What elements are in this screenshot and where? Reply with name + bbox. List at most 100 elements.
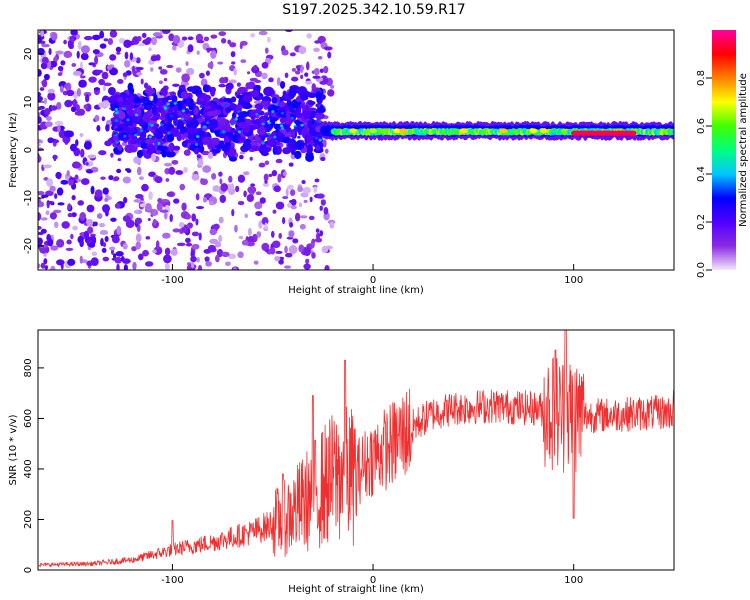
- spectrogram-scatter-blob: [38, 190, 45, 196]
- spectrogram-band-speckle: [123, 134, 127, 138]
- spectrogram-band-blob: [234, 130, 240, 140]
- spectrogram-scatter-blob: [268, 77, 274, 83]
- spectrogram-scatter-blob: [289, 189, 296, 196]
- spectrogram-scatter-blob: [198, 232, 202, 241]
- spectrogram-ytick-label: -20: [23, 238, 34, 254]
- colorbar-ticks: 0.0 0.2 0.4 0.6 0.8: [696, 70, 712, 278]
- spectrogram-scatter-blob: [98, 78, 105, 86]
- spectrogram-band-blob: [160, 87, 168, 96]
- spectrogram-band-speckle: [300, 123, 304, 127]
- spectrogram-scatter-blob: [135, 241, 141, 250]
- spectrogram-scatter-blob: [67, 258, 76, 266]
- spectrogram-scatter-blob: [253, 100, 263, 105]
- spectrogram-scatter-blob: [110, 217, 117, 222]
- spectrogram-scatter-blob: [258, 220, 263, 229]
- spectrogram-band-blob: [118, 110, 126, 120]
- spectrogram-scatter-blob: [253, 260, 259, 265]
- spectrogram-band-blob: [216, 109, 222, 115]
- spectrogram-band-speckle: [267, 121, 271, 125]
- spectrogram-band-speckle: [167, 131, 171, 135]
- spectrogram-scatter-blob: [43, 258, 48, 265]
- spectrogram-scatter-blob: [55, 50, 64, 55]
- spectrogram-scatter-blob: [187, 36, 194, 41]
- spectrogram-scatter-blob: [254, 79, 262, 84]
- spectrogram-scatter-blob: [205, 70, 210, 76]
- spectrogram-scatter-blob: [218, 171, 223, 177]
- spectrogram-scatter-blob: [38, 143, 41, 147]
- spectrogram-scatter-blob: [289, 221, 294, 228]
- spectrogram-band-speckle: [173, 101, 177, 105]
- spectrogram-scatter-blob: [276, 77, 281, 86]
- spectrogram-scatter-blob: [219, 178, 223, 185]
- spectrogram-scatter-blob: [198, 72, 205, 79]
- spectrogram-scatter-blob: [200, 178, 209, 186]
- spectrogram-scatter-blob: [115, 251, 124, 257]
- spectrogram-ytick-label: 10: [23, 96, 34, 109]
- spectrogram-band-blob: [186, 127, 198, 134]
- spectrogram-band-blob: [315, 145, 321, 151]
- spectrogram-scatter-blob: [49, 212, 57, 220]
- spectrogram-scatter-blob: [38, 153, 41, 163]
- spectrogram-scatter-blob: [207, 244, 216, 252]
- spectrogram-band-blob: [230, 96, 237, 103]
- spectrogram-scatter-blob: [278, 232, 283, 239]
- spectrogram-scatter-blob: [66, 239, 72, 245]
- spectrogram-scatter-blob: [309, 196, 313, 203]
- colorbar-label: Normalized spectral amplitude: [738, 73, 749, 227]
- spectrogram-scatter-blob: [123, 196, 128, 204]
- spectrogram-scatter-blob: [183, 149, 191, 156]
- spectrogram-band-blob: [180, 91, 189, 99]
- spectrogram-band-speckle: [113, 122, 117, 125]
- spectrogram-scatter-blob: [139, 203, 146, 208]
- spectrogram-scatter-blob: [79, 212, 87, 221]
- spectrogram-band-blob: [112, 141, 117, 148]
- spectrogram-band-blob: [214, 130, 221, 137]
- spectrogram-scatter-blob: [111, 235, 120, 244]
- spectrogram-scatter-blob: [191, 243, 200, 250]
- spectrogram-scatter-blob: [44, 121, 53, 128]
- spectrogram-scatter-blob: [163, 162, 173, 167]
- spectrogram-band-blob: [120, 92, 127, 98]
- spectrogram-scatter-blob: [101, 116, 106, 122]
- spectrogram-scatter-blob: [38, 138, 42, 144]
- spectrogram-band-speckle: [271, 110, 275, 113]
- spectrogram-scatter-blob: [299, 223, 306, 230]
- spectrogram-band-blob: [209, 87, 216, 97]
- spectrogram-scatter-blob: [117, 79, 124, 84]
- spectrogram-scatter-blob: [54, 221, 59, 229]
- spectrogram-band-blob: [203, 94, 212, 101]
- spectrogram-scatter-blob: [99, 229, 109, 235]
- spectrogram-band-speckle: [148, 135, 152, 139]
- spectrogram-scatter-blob: [284, 245, 288, 254]
- spectrogram-scatter-blob: [141, 32, 147, 38]
- spectrogram-scatter-blob: [135, 233, 142, 243]
- spectrogram-band-speckle: [294, 126, 298, 130]
- spectrogram-band-speckle: [126, 118, 130, 122]
- spectrogram-scatter-blob: [101, 71, 109, 80]
- spectrogram-band-blob: [136, 149, 144, 159]
- spectrogram-band-blob: [256, 84, 261, 91]
- spectrogram-scatter-blob: [270, 230, 275, 238]
- spectrogram-band-speckle: [237, 110, 241, 113]
- spectrogram-scatter-blob: [175, 170, 183, 175]
- spectrogram-band-blob: [116, 96, 124, 103]
- spectrogram-scatter-blob: [45, 210, 50, 216]
- spectrogram-band-blob: [144, 88, 156, 95]
- spectrogram-scatter-blob: [90, 257, 99, 266]
- spectrogram-scatter-blob: [72, 98, 78, 108]
- spectrogram-scatter-blob: [295, 65, 301, 69]
- spectrogram-scatter-blob: [157, 198, 163, 204]
- spectrogram-line-hotspot: [393, 128, 402, 134]
- spectrogram-scatter-blob: [172, 83, 180, 87]
- spectrogram-scatter-blob: [96, 213, 103, 219]
- spectrogram-scatter-blob: [288, 245, 298, 254]
- spectrogram-scatter-blob: [290, 198, 297, 206]
- spectrogram-scatter-blob: [271, 169, 278, 177]
- spectrogram-band-speckle: [320, 105, 324, 108]
- snr-ylabel: SNR (10 * v/v): [8, 414, 19, 485]
- spectrogram-scatter-blob: [47, 238, 54, 247]
- spectrogram-band-blob: [305, 152, 315, 163]
- spectrogram-band-blob: [189, 144, 196, 151]
- spectrogram-scatter-blob: [319, 205, 323, 211]
- spectrogram-scatter-blob: [218, 216, 224, 224]
